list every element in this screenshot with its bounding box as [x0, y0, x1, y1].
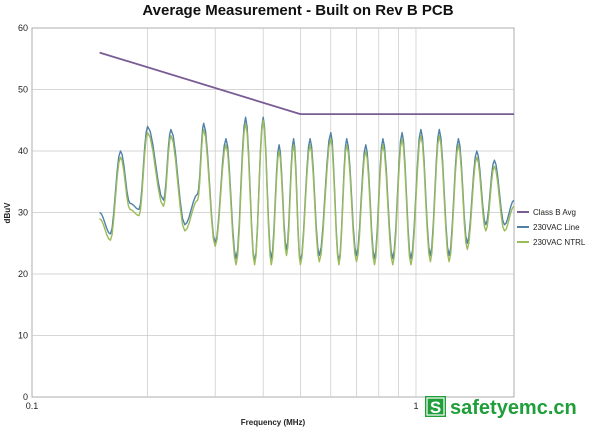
- chart-legend: Class B Avg 230VAC Line 230VAC NTRL: [517, 208, 586, 247]
- series-line-230vac-ntrl: [99, 119, 515, 266]
- x-tick-label: 1: [413, 401, 418, 411]
- watermark-badge-icon: [425, 396, 446, 417]
- y-tick-label: 50: [18, 85, 28, 95]
- legend-entry: Class B Avg: [533, 208, 576, 217]
- watermark: S safetyemc.cn: [425, 396, 577, 419]
- y-tick-label: 20: [18, 269, 28, 279]
- y-axis-label: dBuV: [3, 202, 12, 224]
- series-lines: [99, 51, 515, 266]
- watermark-badge-border: [426, 397, 445, 416]
- y-tick-label: 0: [23, 392, 28, 402]
- series-line-class-b-avg: [99, 51, 514, 115]
- x-axis-label: Frequency (MHz): [241, 418, 306, 427]
- chart-title: Average Measurement - Built on Rev B PCB: [142, 2, 453, 19]
- watermark-badge-letter: S: [430, 398, 441, 417]
- legend-entry: 230VAC NTRL: [533, 238, 586, 247]
- x-axis-tick-labels: 0.1 1: [26, 401, 419, 411]
- y-axis-tick-labels: 0 10 20 30 40 50 60: [18, 23, 28, 402]
- x-tick-label: 0.1: [26, 401, 39, 411]
- y-tick-label: 30: [18, 208, 28, 218]
- y-tick-label: 40: [18, 146, 28, 156]
- y-tick-label: 10: [18, 331, 28, 341]
- watermark-text: safetyemc.cn: [450, 397, 577, 419]
- legend-entry: 230VAC Line: [533, 223, 580, 232]
- y-tick-label: 60: [18, 23, 28, 33]
